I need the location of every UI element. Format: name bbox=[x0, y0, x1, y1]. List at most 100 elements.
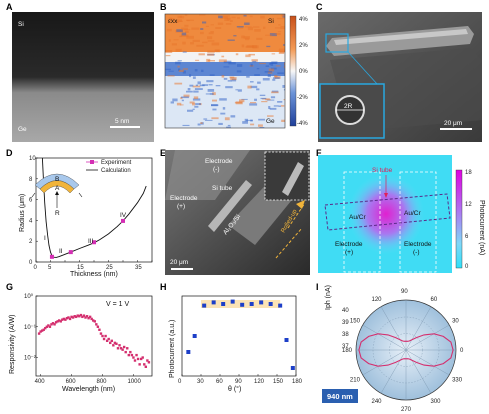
tube-outline-f bbox=[324, 193, 451, 231]
data-point-experiment bbox=[68, 250, 73, 255]
panel-label-f: F bbox=[316, 148, 322, 158]
data-point bbox=[64, 318, 67, 321]
angle-label: 30 bbox=[452, 319, 459, 325]
polar-spoke bbox=[405, 324, 450, 351]
panel-a-si-label: Si bbox=[18, 21, 24, 28]
panel-f-electrode-pos: Electrode bbox=[335, 241, 363, 248]
inset-d-bilayer: B A R bbox=[31, 173, 83, 217]
data-point bbox=[102, 337, 106, 341]
radial-tick-label: 39 bbox=[342, 320, 349, 326]
data-point bbox=[85, 315, 89, 318]
data-point bbox=[135, 353, 138, 357]
panel-e-si-tube: Si tube bbox=[212, 185, 233, 192]
y-tick-label: 0 bbox=[29, 260, 33, 266]
colorbar-b-tick: -4% bbox=[297, 121, 308, 127]
angle-label: 300 bbox=[431, 399, 442, 405]
data-point bbox=[75, 315, 78, 319]
scale-label-a: 5 nm bbox=[115, 118, 129, 125]
data-point bbox=[133, 359, 137, 362]
data-point-experiment bbox=[92, 240, 96, 245]
legend-d-calculation: Calculation bbox=[101, 168, 131, 174]
data-point bbox=[73, 315, 76, 318]
data-point bbox=[230, 299, 235, 304]
x-tick-label: 35 bbox=[135, 265, 142, 271]
region-d-iii: III bbox=[88, 238, 94, 245]
panel-i-ylabel: Iph (nA) bbox=[325, 285, 332, 310]
data-point bbox=[118, 344, 121, 347]
polar-spoke bbox=[362, 324, 407, 351]
data-point bbox=[122, 345, 126, 349]
electrode-outline-neg bbox=[399, 171, 437, 273]
x-tick-label: 90 bbox=[235, 379, 242, 385]
scale-bar-a bbox=[110, 126, 140, 128]
polar-spoke bbox=[380, 349, 407, 394]
data-point bbox=[92, 319, 95, 322]
x-axis-label: θ (°) bbox=[228, 385, 241, 393]
data-point bbox=[221, 302, 226, 306]
colorbar-f-title: Photocurrent (nA) bbox=[478, 200, 485, 255]
panel-f: F Si tube Au/Cr Au/Cr Electrode (+) Elec… bbox=[316, 148, 485, 273]
data-point-experiment bbox=[121, 218, 125, 223]
data-point bbox=[50, 323, 53, 326]
colorbar-b bbox=[289, 15, 297, 127]
y-tick-label: 6 bbox=[29, 198, 33, 204]
data-point bbox=[79, 313, 83, 317]
data-point bbox=[109, 341, 112, 345]
inset-d-b: B bbox=[55, 176, 59, 183]
panel-f-au-left: Au/Cr bbox=[349, 214, 366, 221]
panel-h: H 0 30 60 90 120 150 180 θ (°) Photocurrent (a.u… bbox=[160, 282, 303, 393]
angle-label: 330 bbox=[452, 378, 463, 384]
data-point bbox=[147, 361, 151, 364]
panel-label-g: G bbox=[6, 282, 13, 292]
data-point bbox=[259, 300, 264, 305]
x-tick-label: 120 bbox=[254, 379, 265, 385]
panel-label-a: A bbox=[6, 2, 13, 12]
angle-label: 60 bbox=[431, 297, 438, 303]
data-point bbox=[113, 341, 117, 345]
data-point-experiment bbox=[49, 254, 54, 259]
polar-spoke bbox=[380, 306, 407, 351]
panel-g: G 400 600 800 1000 10⁰ 10⁻¹ 10⁻² V = 1 V Wavelen… bbox=[6, 282, 153, 393]
x-tick-label: 800 bbox=[97, 379, 108, 385]
panel-label-d: D bbox=[6, 148, 13, 158]
data-point bbox=[146, 359, 149, 362]
x-tick-label: 15 bbox=[77, 265, 84, 271]
panel-e-pos-sign: (+) bbox=[177, 203, 185, 210]
data-point bbox=[249, 302, 254, 306]
angle-label: 0 bbox=[460, 348, 464, 354]
data-point bbox=[112, 344, 115, 347]
radius-label-c: 2R bbox=[344, 103, 353, 110]
angle-label: 120 bbox=[372, 297, 383, 303]
annotation-voltage: V = 1 V bbox=[106, 301, 129, 308]
data-point bbox=[90, 317, 93, 321]
data-point bbox=[138, 363, 141, 366]
panel-b-ge-label: Ge bbox=[266, 118, 275, 125]
angle-label: 240 bbox=[372, 399, 383, 405]
data-point bbox=[45, 325, 49, 328]
polar-spoke bbox=[362, 349, 407, 376]
panel-f-electrode-neg: Electrode bbox=[404, 241, 432, 248]
x-tick-label: 25 bbox=[106, 265, 113, 271]
data-point bbox=[82, 314, 86, 317]
colorbar-f-tick: 18 bbox=[465, 170, 472, 176]
panel-e-electrode-neg: Electrode bbox=[205, 158, 233, 165]
data-point bbox=[88, 315, 92, 319]
chart-h: 0 30 60 90 120 150 180 θ (°) Photocurrent (a.u.) bbox=[169, 295, 303, 393]
data-point bbox=[70, 315, 73, 319]
polar-spoke bbox=[405, 349, 450, 376]
polar-spoke bbox=[405, 349, 432, 394]
angle-label: 90 bbox=[401, 289, 408, 295]
panel-e: E Electrode (-) Si tube Electrode (+) Al… bbox=[160, 148, 310, 275]
data-point bbox=[67, 316, 70, 319]
panel-label-e: E bbox=[160, 148, 166, 158]
scale-bar-c bbox=[440, 128, 472, 130]
data-point bbox=[81, 315, 84, 319]
chart-g: 400 600 800 1000 10⁰ 10⁻¹ 10⁻² V = 1 V Wavelengt… bbox=[9, 293, 153, 393]
panel-f-si-tube: Si tube bbox=[372, 167, 393, 174]
x-tick-label: 600 bbox=[66, 379, 77, 385]
data-point bbox=[54, 321, 58, 324]
x-tick-label: 400 bbox=[35, 379, 46, 385]
inset-d-a: A bbox=[55, 185, 60, 192]
data-point bbox=[290, 366, 295, 370]
panel-e-neg-sign: (-) bbox=[213, 166, 220, 173]
